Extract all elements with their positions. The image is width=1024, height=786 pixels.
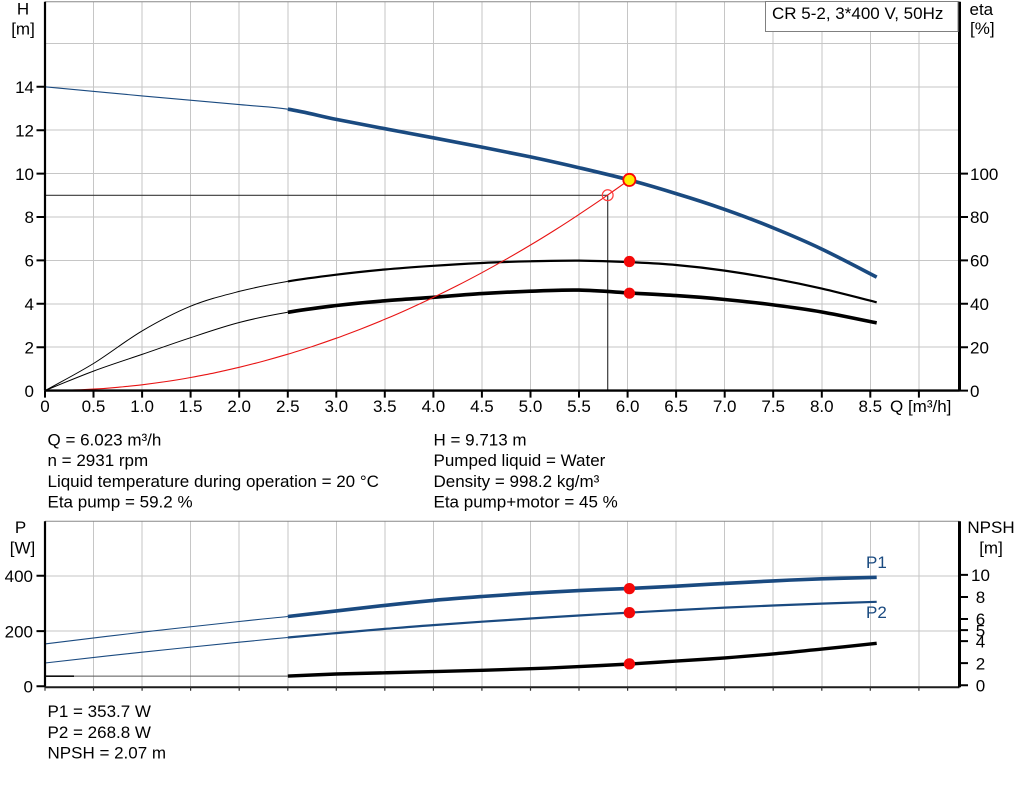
svg-text:Pumped liquid = Water: Pumped liquid = Water: [434, 451, 606, 470]
svg-text:n = 2931 rpm: n = 2931 rpm: [48, 451, 149, 470]
svg-text:7.5: 7.5: [761, 397, 785, 416]
svg-text:P2: P2: [866, 603, 887, 622]
svg-text:4: 4: [25, 295, 34, 314]
svg-text:[W]: [W]: [10, 539, 36, 558]
svg-text:Eta pump+motor = 45 %: Eta pump+motor = 45 %: [434, 493, 618, 512]
svg-text:0: 0: [976, 676, 985, 695]
svg-text:4.5: 4.5: [470, 397, 494, 416]
svg-text:Density = 998.2 kg/m³: Density = 998.2 kg/m³: [434, 472, 600, 491]
svg-text:0: 0: [25, 382, 34, 401]
svg-text:H: H: [17, 0, 29, 19]
svg-text:NPSH = 2.07 m: NPSH = 2.07 m: [48, 744, 167, 763]
svg-text:2: 2: [25, 338, 34, 357]
svg-text:7.0: 7.0: [713, 397, 737, 416]
svg-text:200: 200: [5, 622, 33, 641]
svg-text:8: 8: [976, 588, 985, 607]
svg-text:6: 6: [25, 252, 34, 271]
svg-text:Q [m³/h]: Q [m³/h]: [890, 397, 951, 416]
svg-text:400: 400: [5, 567, 33, 586]
svg-text:[m]: [m]: [11, 20, 35, 39]
svg-text:P2 = 268.8 W: P2 = 268.8 W: [48, 723, 151, 742]
svg-text:NPSH: NPSH: [967, 518, 1014, 537]
svg-text:2.5: 2.5: [276, 397, 300, 416]
svg-text:6.0: 6.0: [616, 397, 640, 416]
svg-text:12: 12: [15, 121, 34, 140]
svg-text:10: 10: [971, 566, 990, 585]
svg-text:3.5: 3.5: [373, 397, 397, 416]
svg-text:4.0: 4.0: [422, 397, 446, 416]
svg-text:6: 6: [976, 610, 985, 629]
svg-text:8.0: 8.0: [810, 397, 834, 416]
svg-text:20: 20: [970, 338, 989, 357]
svg-text:80: 80: [970, 208, 989, 227]
svg-text:0.5: 0.5: [82, 397, 106, 416]
svg-text:2.0: 2.0: [227, 397, 251, 416]
svg-text:5.5: 5.5: [567, 397, 591, 416]
svg-text:2: 2: [976, 654, 985, 673]
svg-text:8: 8: [25, 208, 34, 227]
svg-text:5.0: 5.0: [519, 397, 543, 416]
svg-text:eta: eta: [970, 0, 994, 19]
svg-text:Liquid temperature during oper: Liquid temperature during operation = 20…: [48, 472, 379, 491]
svg-text:CR 5-2, 3*400 V, 50Hz: CR 5-2, 3*400 V, 50Hz: [772, 4, 943, 23]
svg-text:P1: P1: [866, 553, 887, 572]
svg-text:8.5: 8.5: [858, 397, 882, 416]
svg-text:14: 14: [15, 78, 34, 97]
svg-text:[%]: [%]: [970, 19, 995, 38]
svg-text:1.5: 1.5: [179, 397, 203, 416]
svg-text:60: 60: [970, 252, 989, 271]
svg-text:Eta pump = 59.2 %: Eta pump = 59.2 %: [48, 493, 193, 512]
svg-text:10: 10: [15, 165, 34, 184]
svg-text:[m]: [m]: [979, 539, 1003, 558]
svg-text:0: 0: [40, 397, 49, 416]
svg-text:H = 9.713 m: H = 9.713 m: [434, 430, 527, 449]
svg-text:0: 0: [24, 678, 33, 697]
svg-text:P: P: [15, 518, 26, 537]
svg-text:P1 = 353.7 W: P1 = 353.7 W: [48, 702, 151, 721]
svg-text:1.0: 1.0: [130, 397, 154, 416]
svg-text:0: 0: [970, 382, 979, 401]
svg-text:4: 4: [976, 632, 985, 651]
svg-text:5: 5: [976, 621, 985, 640]
svg-text:3.0: 3.0: [324, 397, 348, 416]
svg-text:40: 40: [970, 295, 989, 314]
svg-text:100: 100: [970, 165, 998, 184]
svg-text:6.5: 6.5: [664, 397, 688, 416]
svg-text:Q = 6.023 m³/h: Q = 6.023 m³/h: [48, 430, 162, 449]
